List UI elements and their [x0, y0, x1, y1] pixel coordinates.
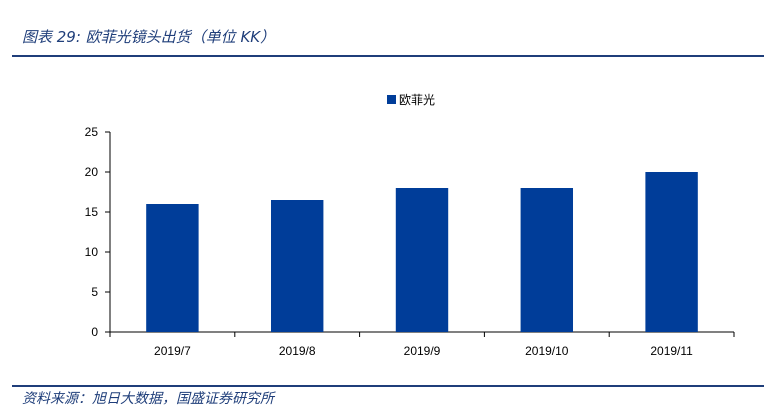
x-tick-label: 2019/9: [404, 344, 441, 358]
bar: [395, 188, 449, 332]
legend-label: 欧菲光: [399, 93, 435, 107]
source-divider: [12, 385, 764, 387]
figure-source: 资料来源：旭日大数据，国盛证券研究所: [22, 391, 274, 407]
bar: [270, 200, 324, 332]
figure-title: 图表 29: 欧菲光镜头出货（单位 KK）: [22, 28, 276, 46]
y-tick-label: 25: [85, 125, 99, 139]
legend: 欧菲光: [387, 93, 435, 107]
bar: [520, 188, 574, 332]
x-tick-label: 2019/10: [525, 344, 569, 358]
x-axis: 2019/7 2019/8 2019/9 2019/10 2019/11: [109, 331, 735, 358]
legend-swatch: [387, 95, 396, 104]
x-tick-label: 2019/11: [650, 344, 693, 358]
bar: [146, 204, 199, 332]
y-tick-label: 15: [85, 205, 99, 219]
y-tick-label: 20: [85, 165, 99, 179]
y-tick-label: 0: [91, 325, 98, 339]
bar: [645, 172, 698, 332]
y-axis: 0 5 10 15 20 25: [85, 125, 111, 339]
bar-series: [146, 172, 698, 332]
x-tick-label: 2019/8: [279, 344, 316, 358]
y-tick-label: 10: [85, 245, 99, 259]
x-tick-label: 2019/7: [154, 344, 191, 358]
title-divider: [12, 55, 764, 57]
y-tick-label: 5: [91, 285, 98, 299]
